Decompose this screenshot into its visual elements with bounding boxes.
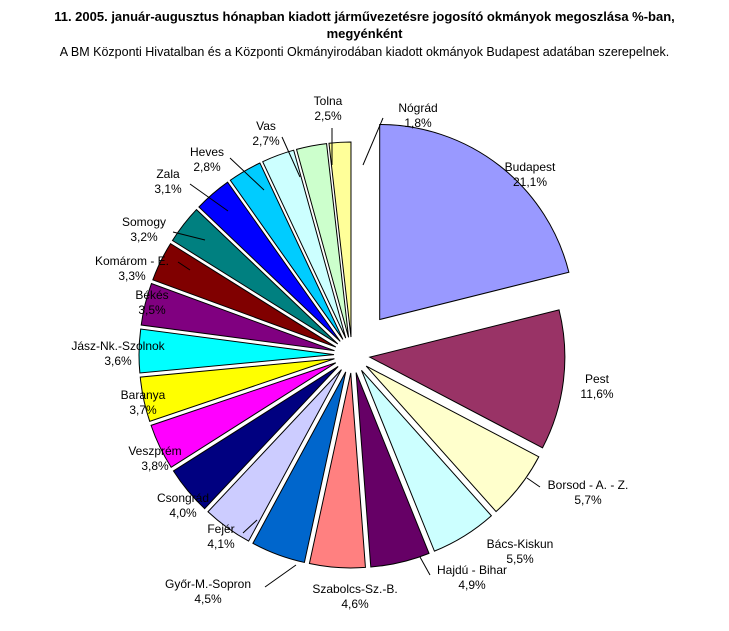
slice-value-veszprem: 3,8% <box>141 459 169 473</box>
pie-slice-hajdu-bihar <box>355 372 430 568</box>
slice-value-borsod-a-z: 5,7% <box>574 493 602 507</box>
slice-value-komarom-e: 3,3% <box>118 269 146 283</box>
pie-slice-heves <box>229 162 344 340</box>
pie-slice-budapest <box>379 124 570 321</box>
pie-slice-tolna <box>295 143 350 338</box>
leader-line-zala <box>189 183 229 212</box>
slice-name-zala: Zala <box>156 167 180 181</box>
leader-lines <box>172 117 541 588</box>
pie-slice-fejer <box>207 369 342 542</box>
pie-slice-szabolcs-sz-b <box>308 372 366 569</box>
slice-value-gyor-m-sopron: 4,5% <box>194 592 222 606</box>
slice-value-zala: 3,1% <box>154 182 182 196</box>
slice-value-budapest: 21,1% <box>513 175 547 189</box>
pie-slice-baranya <box>139 358 335 422</box>
slice-name-szabolcs-sz-b: Szabolcs-Sz.-B. <box>312 582 397 596</box>
pie-slice-csongrad <box>172 366 339 510</box>
pie-slice-zala <box>198 181 341 342</box>
chart-title-line2: megyénként <box>326 26 403 41</box>
slice-value-hajdu-bihar: 4,9% <box>458 578 486 592</box>
leader-line-fejer <box>242 519 258 534</box>
chart-title: 11. 2005. január-augusztus hónapban kiad… <box>0 8 729 42</box>
leader-line-hajdu-bihar <box>419 556 431 576</box>
slice-name-heves: Heves <box>190 145 224 159</box>
slice-value-bekes: 3,5% <box>138 303 166 317</box>
slice-name-bekes: Békés <box>135 288 168 302</box>
pie-slice-somogy <box>171 208 339 345</box>
leader-line-somogy <box>172 231 206 241</box>
pie-slice-jasz-nk-szolnok <box>138 328 335 374</box>
slice-name-somogy: Somogy <box>122 215 166 229</box>
leader-line-nograd <box>362 117 384 166</box>
slice-name-pest: Pest <box>585 372 610 386</box>
slice-value-bacs-kiskun: 5,5% <box>506 552 534 566</box>
leader-line-gyor-m-sopron <box>264 564 297 588</box>
pie-slice-pest <box>368 309 566 449</box>
slice-name-budapest: Budapest <box>505 160 556 174</box>
pie-slice-vas <box>262 149 347 339</box>
leader-line-heves <box>229 157 265 191</box>
pie-slice-veszprem <box>150 362 337 468</box>
slice-value-fejer: 4,1% <box>207 537 235 551</box>
slice-value-nograd: 1,8% <box>404 116 432 130</box>
pie-slice-nograd <box>328 141 352 338</box>
slice-name-borsod-a-z: Borsod - A. - Z. <box>548 478 629 492</box>
slice-name-gyor-m-sopron: Győr-M.-Sopron <box>165 577 251 591</box>
slice-value-heves: 2,8% <box>193 160 221 174</box>
slice-name-komarom-e: Komárom - E. <box>95 254 169 268</box>
leader-line-vas <box>281 136 301 178</box>
pie-slices <box>138 124 570 569</box>
slice-name-jasz-nk-szolnok: Jász-Nk.-Szolnok <box>71 339 165 353</box>
slice-name-bacs-kiskun: Bács-Kiskun <box>487 537 554 551</box>
slice-value-jasz-nk-szolnok: 3,6% <box>104 354 132 368</box>
slice-name-vas: Vas <box>256 119 276 133</box>
slice-value-csongrad: 4,0% <box>169 506 197 520</box>
slice-value-somogy: 3,2% <box>130 230 158 244</box>
slice-name-baranya: Baranya <box>121 388 166 402</box>
slice-value-pest: 11,6% <box>580 387 613 401</box>
leader-line-komarom-e <box>177 261 191 271</box>
pie-slice-borsod-a-z <box>365 365 540 513</box>
pie-slice-komarom-e <box>152 242 337 348</box>
pie-slice-bacs-kiskun <box>361 369 493 552</box>
slice-value-vas: 2,7% <box>252 134 280 148</box>
chart-title-line1: 11. 2005. január-augusztus hónapban kiad… <box>54 9 675 24</box>
leader-line-borsod-a-z <box>526 477 541 488</box>
slice-name-fejer: Fejér <box>207 522 234 536</box>
slice-name-nograd: Nógrád <box>398 101 437 115</box>
slice-name-csongrad: Csongrád <box>157 491 209 505</box>
slice-value-tolna: 2,5% <box>314 109 342 123</box>
slice-value-baranya: 3,7% <box>129 403 157 417</box>
pie-slice-bekes <box>140 282 335 352</box>
chart-subtitle: A BM Központi Hivatalban és a Központi O… <box>59 45 670 59</box>
slice-name-veszprem: Veszprém <box>128 444 181 458</box>
pie-slice-gyor-m-sopron <box>252 371 347 564</box>
slice-name-tolna: Tolna <box>314 94 343 108</box>
slice-name-hajdu-bihar: Hajdú - Bihar <box>437 563 507 577</box>
slice-value-szabolcs-sz-b: 4,6% <box>341 597 369 611</box>
